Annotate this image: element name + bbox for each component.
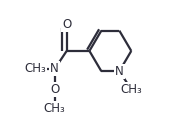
Text: N: N <box>50 62 59 75</box>
Text: N: N <box>115 65 124 78</box>
Text: CH₃: CH₃ <box>44 102 66 115</box>
Text: O: O <box>50 83 59 96</box>
Text: O: O <box>62 18 71 31</box>
Text: CH₃: CH₃ <box>120 83 142 96</box>
Text: CH₃: CH₃ <box>25 62 46 75</box>
